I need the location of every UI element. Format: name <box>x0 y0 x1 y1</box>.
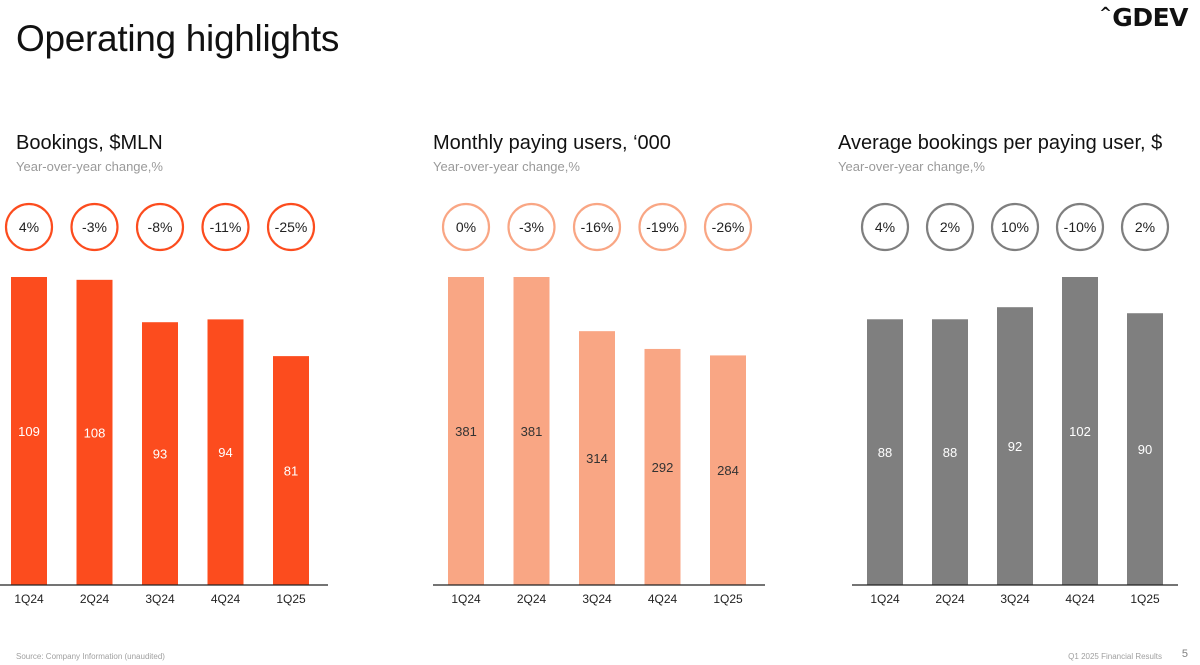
bar-value-label: 102 <box>1069 424 1091 439</box>
yoy-label: 0% <box>456 219 476 235</box>
yoy-label: -3% <box>519 219 544 235</box>
x-tick-label: 1Q25 <box>276 592 306 606</box>
bar-value-label: 314 <box>586 451 608 466</box>
bar-value-label: 284 <box>717 463 739 478</box>
x-tick-label: 1Q24 <box>14 592 44 606</box>
footer-report-name: Q1 2025 Financial Results <box>1068 652 1162 661</box>
yoy-label: -10% <box>1064 219 1097 235</box>
bar-value-label: 88 <box>943 445 957 460</box>
x-tick-label: 4Q24 <box>648 592 678 606</box>
yoy-label: 10% <box>1001 219 1029 235</box>
yoy-label: -19% <box>646 219 679 235</box>
x-tick-label: 4Q24 <box>211 592 241 606</box>
yoy-label: -26% <box>712 219 745 235</box>
x-tick-label: 1Q25 <box>1130 592 1160 606</box>
yoy-label: -8% <box>148 219 173 235</box>
x-tick-label: 1Q24 <box>870 592 900 606</box>
yoy-label: -16% <box>581 219 614 235</box>
x-tick-label: 2Q24 <box>935 592 965 606</box>
bar-value-label: 292 <box>652 460 674 475</box>
x-tick-label: 4Q24 <box>1065 592 1095 606</box>
yoy-label: -11% <box>210 219 242 235</box>
yoy-label: 2% <box>1135 219 1155 235</box>
x-tick-label: 3Q24 <box>1000 592 1030 606</box>
bar-value-label: 381 <box>455 424 477 439</box>
bookings-chart: 4% 109 1Q24 -3% 108 2Q24 -8% 93 3Q24 -11% 94 4Q24 -2… <box>0 0 400 620</box>
yoy-label: 4% <box>19 219 39 235</box>
yoy-label: 4% <box>875 219 895 235</box>
x-tick-label: 3Q24 <box>582 592 612 606</box>
bar-value-label: 93 <box>153 447 167 462</box>
bar-value-label: 109 <box>18 424 40 439</box>
bar-value-label: 92 <box>1008 439 1022 454</box>
bar-value-label: 81 <box>284 464 298 479</box>
bar-value-label: 108 <box>84 425 106 440</box>
users-chart: 0% 381 1Q24 -3% 381 2Q24 -16% 314 3Q24 -19% 292 4Q2… <box>400 0 800 620</box>
bar-value-label: 90 <box>1138 442 1152 457</box>
footer-source: Source: Company Information (unaudited) <box>16 652 165 661</box>
yoy-label: -25% <box>275 219 308 235</box>
x-tick-label: 2Q24 <box>80 592 110 606</box>
x-tick-label: 3Q24 <box>145 592 175 606</box>
bar-value-label: 381 <box>521 424 543 439</box>
page-number: 5 <box>1182 648 1188 660</box>
yoy-label: -3% <box>82 219 107 235</box>
x-tick-label: 1Q25 <box>713 592 743 606</box>
bar-value-label: 88 <box>878 445 892 460</box>
yoy-label: 2% <box>940 219 960 235</box>
abppu-chart: 4% 88 1Q24 2% 88 2Q24 10% 92 3Q24 -10% 102 4Q24 2% 90… <box>800 0 1200 620</box>
x-tick-label: 2Q24 <box>517 592 547 606</box>
x-tick-label: 1Q24 <box>451 592 481 606</box>
bar-value-label: 94 <box>218 445 232 460</box>
